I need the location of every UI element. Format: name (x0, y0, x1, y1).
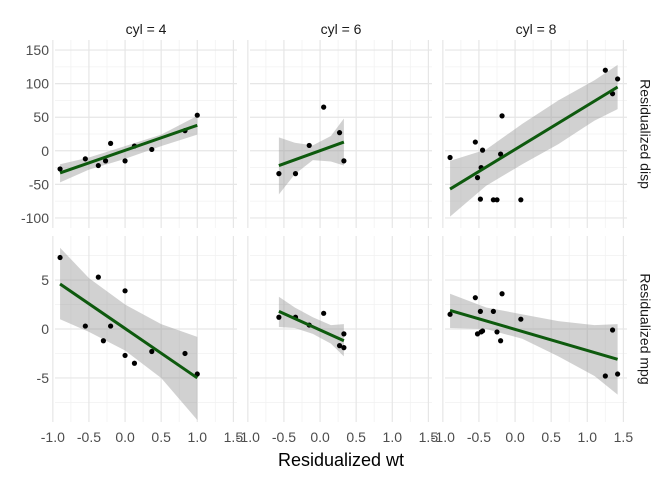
data-point (490, 308, 496, 314)
data-point (474, 175, 481, 181)
data-point (472, 139, 478, 145)
data-point (472, 295, 478, 301)
data-point (108, 140, 114, 146)
y-tick-label: 50 (33, 109, 49, 125)
confidence-band (450, 64, 618, 217)
data-point (306, 142, 312, 149)
data-point (57, 166, 63, 172)
data-point (321, 104, 327, 110)
y-tick-label: 5 (41, 272, 49, 288)
data-point (122, 288, 128, 294)
x-tick-label: 1.5 (224, 429, 244, 445)
y-tick-label: 100 (26, 76, 50, 92)
confidence-band (278, 118, 344, 195)
x-tick-label: -0.5 (272, 429, 296, 445)
data-point (479, 328, 486, 334)
data-point (321, 310, 327, 316)
regression-line (278, 310, 345, 343)
x-tick-label: 0.0 (310, 429, 330, 445)
x-tick-label: -1.0 (41, 429, 65, 445)
x-tick-label: 0.0 (505, 429, 525, 445)
x-tick-label: 0.5 (346, 429, 366, 445)
x-tick-label: 1.5 (419, 429, 439, 445)
data-point (131, 360, 138, 366)
data-point (498, 338, 504, 344)
column-strip-label: cyl = 8 (516, 21, 557, 37)
data-point (341, 331, 347, 337)
y-tick-label: 0 (41, 321, 49, 337)
data-point (609, 327, 616, 333)
data-point (490, 197, 496, 203)
data-point (95, 274, 101, 280)
confidence-band (60, 247, 198, 421)
regression-line (449, 85, 619, 191)
data-point (82, 156, 88, 162)
x-axis-title: Residualized wt (278, 450, 404, 470)
confidence-band (450, 293, 618, 395)
data-point (95, 162, 101, 169)
regression-line (278, 140, 345, 167)
x-tick-label: 1.0 (578, 429, 598, 445)
data-point (82, 323, 88, 329)
x-tick-label: -0.5 (77, 429, 101, 445)
data-point (615, 76, 621, 82)
row-strip-label: Residualized mpg (637, 273, 653, 384)
x-tick-label: 1.0 (188, 429, 208, 445)
data-point (341, 158, 347, 164)
y-tick-label: 0 (41, 143, 49, 159)
y-tick-label: -100 (21, 210, 49, 226)
data-point (276, 171, 282, 177)
data-point (149, 146, 155, 153)
data-point (602, 67, 608, 73)
column-strip-label: cyl = 6 (321, 21, 362, 37)
data-point (108, 323, 114, 329)
data-point (182, 350, 188, 357)
regression-line (449, 308, 619, 361)
y-tick-label: 150 (26, 42, 50, 58)
column-strip-label: cyl = 4 (126, 21, 167, 37)
data-point (499, 113, 505, 119)
regression-line (59, 282, 199, 380)
data-point (494, 197, 500, 203)
x-tick-label: 0.0 (115, 429, 135, 445)
data-point (57, 254, 63, 261)
row-strip-label: Residualized disp (637, 79, 653, 189)
data-point (149, 348, 155, 355)
data-point (447, 154, 453, 161)
x-tick-label: 1.5 (614, 429, 634, 445)
x-tick-label: -1.0 (431, 429, 455, 445)
data-point (122, 158, 128, 164)
x-tick-label: 1.0 (383, 429, 403, 445)
data-point (194, 112, 200, 118)
data-point (477, 308, 483, 314)
data-point (276, 314, 282, 320)
data-point (336, 130, 343, 136)
x-tick-label: 0.5 (151, 429, 171, 445)
data-point (602, 373, 608, 379)
data-point (498, 151, 504, 157)
data-point (102, 158, 109, 164)
y-tick-label: -50 (29, 176, 49, 192)
data-point (518, 197, 524, 203)
data-point (477, 196, 483, 202)
x-tick-label: 0.5 (541, 429, 561, 445)
regression-line (59, 123, 198, 175)
data-point (499, 291, 505, 297)
x-tick-label: -0.5 (467, 429, 491, 445)
data-point (615, 371, 621, 377)
data-point (336, 343, 343, 349)
data-point (494, 329, 500, 335)
data-point (479, 147, 486, 153)
y-tick-label: -5 (37, 370, 50, 386)
data-point (122, 352, 128, 359)
data-point (341, 345, 347, 351)
data-point (100, 338, 106, 344)
data-point (292, 171, 299, 177)
data-point (518, 316, 524, 322)
x-tick-label: -1.0 (236, 429, 260, 445)
data-point (447, 311, 453, 317)
